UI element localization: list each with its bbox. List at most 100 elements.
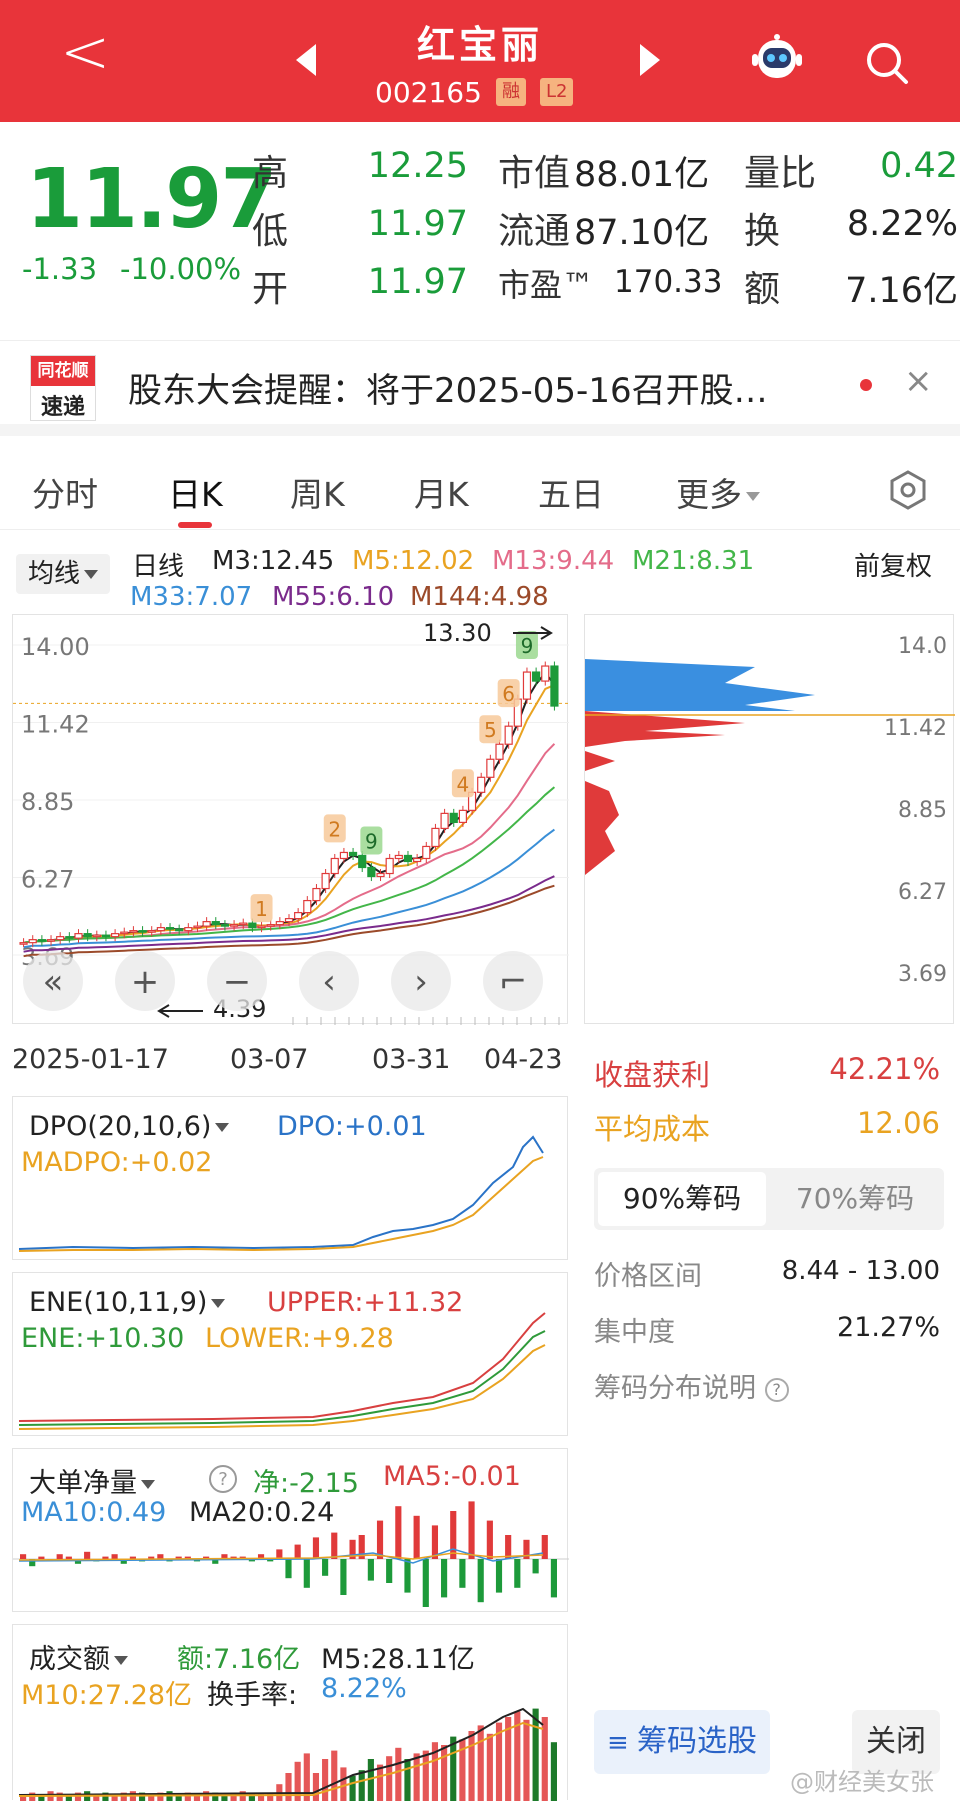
candle [220,924,230,927]
big-order-ma5: MA5:-0.01 [383,1461,521,1492]
candle [138,930,147,933]
candle [358,854,367,869]
big-order-selector[interactable]: 大单净量 [29,1461,155,1500]
help-icon[interactable]: ? [207,1463,239,1495]
chip-distribution-svg: 14.0 11.42 8.85 6.27 3.69 [585,634,955,987]
amount-bar [331,1750,338,1801]
ene-panel[interactable]: ENE(10,11,9) UPPER:+11.32 ENE:+10.30 LOW… [12,1272,568,1436]
next-stock-arrow-icon[interactable] [640,44,660,76]
chart-control-circle [207,951,267,1011]
back-button[interactable]: < [60,17,111,87]
candle [257,925,266,929]
dpo-panel[interactable]: DPO(20,10,6) DPO:+0.01 MADPO:+0.02 [12,1096,568,1260]
chip-select-button[interactable]: ≡ 筹码选股 [594,1710,770,1774]
robot-assistant-icon[interactable] [748,34,806,86]
amount-value: 7.16亿 [845,271,958,311]
price-adjust-selector[interactable]: 前复权 [854,552,933,582]
candle [339,851,349,860]
kline-chart[interactable]: 14.0011.428.856.273.69129456913.304.39«+… [12,614,569,1025]
prev-stock-arrow-icon[interactable] [296,44,316,76]
search-icon[interactable] [862,38,912,88]
candle [385,857,394,875]
ma21-value: M21:8.31 [632,546,755,576]
dpo-selector[interactable]: DPO(20,10,6) [29,1111,230,1142]
ma-selector[interactable]: 均线 [16,554,111,594]
net-bar [312,1537,320,1559]
big-order-panel[interactable]: 大单净量 ? 净:-2.15 MA5:-0.01 MA10:0.49 MA20:… [12,1448,569,1612]
candle [92,934,101,938]
td-tag-label: 4 [457,772,470,796]
chart-control-button[interactable]: ⌐ [483,951,543,1011]
y-tick-label: 11.42 [884,716,947,741]
amount-bar [413,1753,420,1801]
close-button[interactable]: 关闭 [852,1710,940,1774]
net-bar [129,1556,136,1559]
amount-selector[interactable]: 成交额 [29,1637,128,1676]
tab-monthly-k[interactable]: 月K [414,475,469,514]
float-label: 流通 [498,211,571,252]
y-tick-label: 14.0 [898,634,947,659]
news-text[interactable]: 股东大会提醒：将于2025-05-16召开股… [128,371,768,411]
period-tabs: 分时 日K 周K 月K 五日 更多 [0,448,960,530]
candle [101,934,111,938]
chart-control-button[interactable]: « [23,951,83,1011]
y-tick-label: 8.85 [21,788,74,816]
amount-panel[interactable]: 成交额 额:7.16亿 M5:28.11亿 M10:27.28亿 换手率: 8.… [12,1624,568,1801]
candle [74,933,83,939]
ene-selector[interactable]: ENE(10,11,9) [29,1287,226,1318]
candle [522,671,532,700]
chart-control-button[interactable]: ‹ [299,951,359,1011]
td-tag-label: 1 [255,897,268,921]
net-bar [148,1556,155,1559]
candle [248,922,257,929]
stock-name: 红宝丽 [416,23,543,67]
candle [28,939,37,944]
candle [275,921,284,926]
date-tick: 03-31 [372,1044,451,1075]
amount-bar [294,1761,301,1801]
chart-control-button[interactable]: + [115,951,175,1011]
net-bar [20,1554,27,1559]
candle [495,743,504,760]
amount-bar [386,1756,393,1801]
net-bar [29,1559,36,1567]
amount-bar [38,1794,45,1801]
news-ticker[interactable]: 同花顺 速递 股东大会提醒：将于2025-05-16召开股… × [0,340,960,436]
amount-bar [248,1792,255,1801]
candle [202,921,211,927]
y-tick-label: 8.85 [898,798,947,823]
tab-70-chip[interactable]: 70%筹码 [795,1182,915,1215]
net-bar [74,1559,82,1564]
tab-weekly-k[interactable]: 周K [290,475,345,514]
chip-loss-area [585,711,745,747]
chart-control-button[interactable]: › [391,951,451,1011]
kline-svg[interactable]: 14.0011.428.856.273.69129456913.304.39«+… [13,615,569,1025]
chip-explain-link[interactable]: 筹码分布说明 ? [594,1366,789,1405]
candle [550,665,559,707]
candle [504,725,513,745]
turnover-rate-label: 换手率: [207,1680,298,1711]
ma-line [23,828,555,949]
chevron-down-icon [114,1656,128,1665]
tab-more[interactable]: 更多 [676,468,760,516]
tab-five-day[interactable]: 五日 [538,475,604,514]
avg-cost-label: 平均成本 [594,1112,711,1146]
net-bar [367,1559,374,1581]
arrow-left-icon [157,1004,170,1018]
chart-control-button[interactable]: − [207,951,267,1011]
amount-bars [18,1707,557,1801]
candle [37,939,46,942]
tab-90-chip[interactable]: 90%筹码 [598,1172,766,1226]
td-tag [451,769,474,798]
close-news-button[interactable]: × [904,361,933,401]
candle [120,931,129,935]
settings-icon[interactable] [888,470,928,510]
ma10-line [18,1548,544,1564]
price-range-label: 价格区间 [594,1261,702,1292]
amount-bar [93,1794,100,1801]
amount-label: 额 [744,269,781,310]
ene-mid-value: ENE:+10.30 [21,1323,185,1354]
tab-daily-k[interactable]: 日K [168,475,223,514]
tab-intraday[interactable]: 分时 [32,475,98,514]
amount-bar [312,1773,320,1801]
